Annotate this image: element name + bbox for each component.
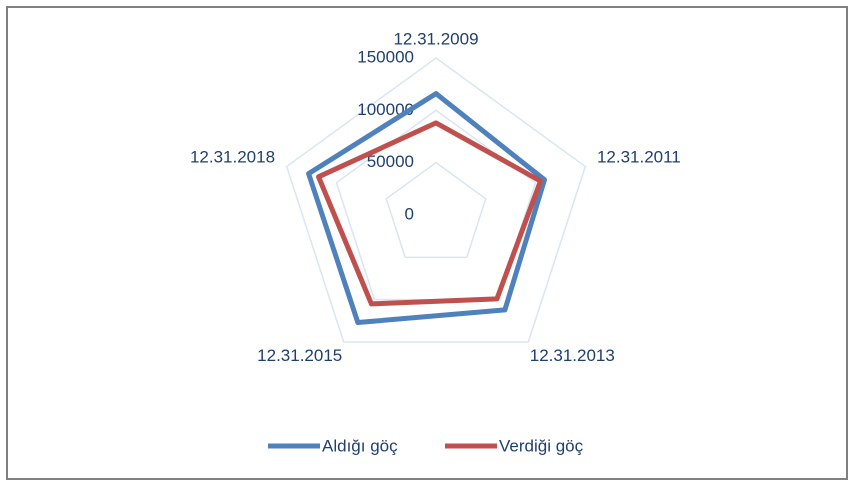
category-label: 12.31.2015 xyxy=(257,346,342,365)
category-label: 12.31.2013 xyxy=(530,346,615,365)
r-tick-label: 0 xyxy=(405,204,414,223)
series-line xyxy=(316,120,544,307)
r-tick-label: 50000 xyxy=(367,152,414,171)
category-label: 12.31.2009 xyxy=(393,29,478,48)
series-line xyxy=(306,91,548,326)
grid-ring xyxy=(385,161,487,259)
grid-ring xyxy=(285,57,587,343)
legend-label: Verdiği göç xyxy=(499,436,584,455)
category-label: 12.31.2011 xyxy=(597,147,681,166)
r-tick-label: 100000 xyxy=(357,100,414,119)
legend-label: Aldığı göç xyxy=(322,436,398,455)
r-tick-label: 150000 xyxy=(357,47,414,66)
category-label: 12.31.2018 xyxy=(190,147,275,166)
frame xyxy=(6,6,848,480)
